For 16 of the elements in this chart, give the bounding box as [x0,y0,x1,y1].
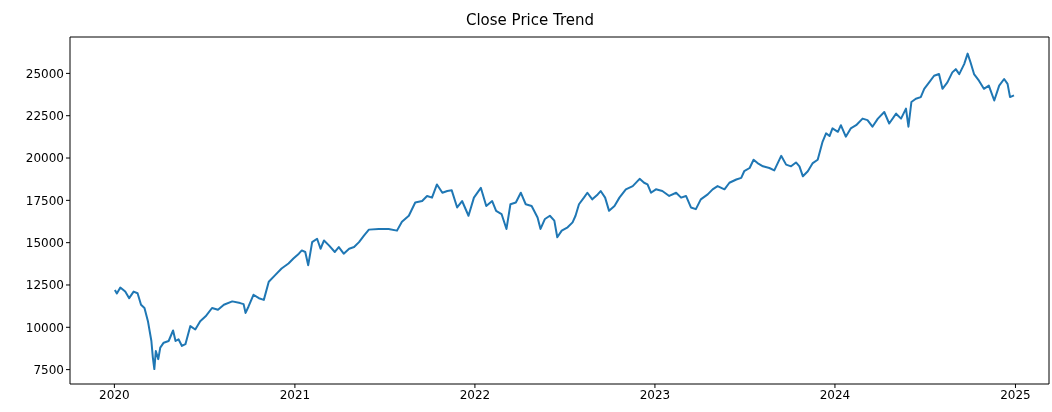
x-tick-label: 2020 [99,387,130,402]
x-tick-label: 2022 [459,387,491,402]
x-tick-label: 2021 [279,387,311,402]
y-tick-label: 7500 [33,362,64,377]
y-tick-label: 20000 [25,151,64,166]
y-tick-label: 10000 [25,320,64,335]
x-tick-label: 2024 [819,387,851,402]
chart-title: Close Price Trend [464,10,595,31]
line-series [113,52,1015,371]
y-tick-label: 15000 [25,235,64,250]
y-tick-label: 17500 [25,193,64,208]
x-tick-label: 2023 [639,387,671,402]
y-tick-label: 22500 [25,108,64,123]
y-tick-label: 25000 [25,66,64,81]
x-tick-label: 2025 [1000,387,1031,402]
y-tick-label: 12500 [25,278,64,293]
